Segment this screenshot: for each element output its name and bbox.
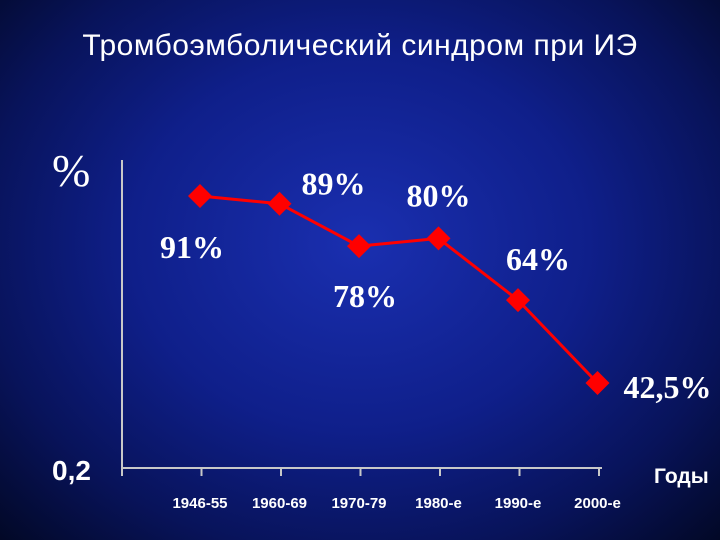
x-tick-label: 1970-79 [331, 495, 386, 512]
chart-labels: 1946-55 1960-69 1970-79 1980-е 1990-е 2000-е 0… [52, 166, 712, 512]
chart-marks [188, 184, 610, 395]
x-tick-label: 2000-е [574, 495, 621, 512]
x-tick-label: 1946-55 [172, 495, 227, 512]
data-label: 80% [407, 177, 471, 213]
slide-title: Тромбоэмболический синдром при ИЭ [82, 29, 638, 62]
data-point-marker [426, 226, 451, 251]
data-label: 42,5% [624, 369, 712, 405]
data-label: 78% [333, 278, 397, 314]
data-label: 64% [506, 241, 570, 277]
series-line [199, 194, 599, 385]
x-tick-label: 1980-е [415, 495, 462, 512]
y-min-label: 0,2 [52, 455, 91, 486]
data-label: 89% [302, 166, 366, 202]
data-point-marker [267, 191, 292, 216]
data-label: 91% [160, 229, 224, 265]
chart-axes [121, 160, 602, 476]
data-point-marker [188, 184, 212, 208]
y-axis-unit-label: % [52, 145, 91, 196]
x-tick-label: 1990-е [495, 495, 542, 512]
x-axis-label: Годы [654, 465, 709, 488]
data-point-marker [506, 288, 530, 313]
x-tick-label: 1960-69 [252, 495, 307, 512]
data-point-marker [347, 234, 371, 259]
data-point-marker [585, 371, 610, 395]
